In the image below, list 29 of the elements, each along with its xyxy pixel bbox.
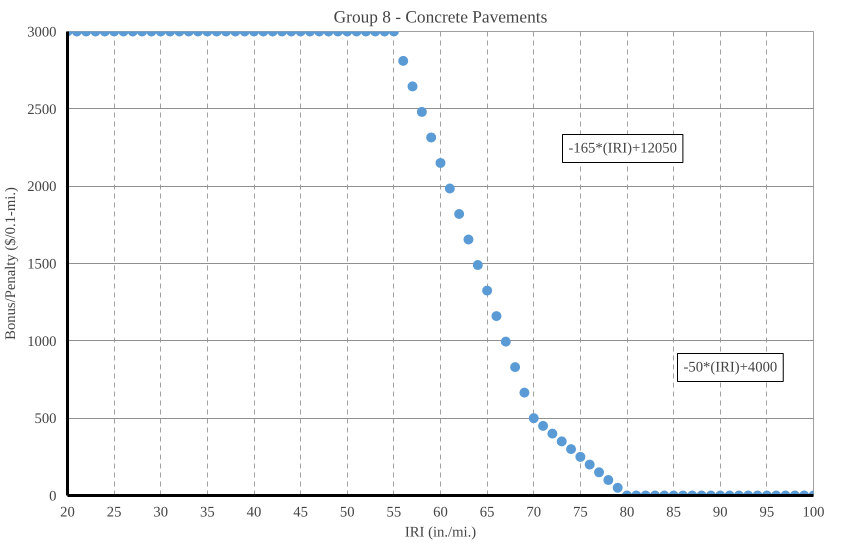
x-tick-label: 80 <box>620 504 634 520</box>
x-axis-title: IRI (in./mi.) <box>404 524 476 540</box>
y-tick-label: 2000 <box>27 179 56 196</box>
x-tick-label: 35 <box>200 504 215 520</box>
x-tick-label: 75 <box>573 504 588 520</box>
y-tick-label: 1000 <box>27 334 56 350</box>
y-axis-title: Bonus/Penalty ($/0.1-mi.) <box>3 187 20 340</box>
x-tick-label: 55 <box>386 504 402 520</box>
y-tick-label: 0 <box>49 488 56 504</box>
x-tick-label: 45 <box>293 504 308 520</box>
annotation: -165*(IRI)+12050 <box>568 140 677 156</box>
x-tick-label: 85 <box>666 504 681 520</box>
x-tick-label: 50 <box>340 504 355 520</box>
x-tick-label: 100 <box>802 504 824 520</box>
chart-title: Group 8 - Concrete Pavements <box>334 8 548 26</box>
x-tick-label: 95 <box>760 504 774 520</box>
x-tick-label: 60 <box>433 504 448 520</box>
y-tick-label: 3000 <box>27 24 56 40</box>
x-tick-label: 65 <box>480 504 494 520</box>
x-tick-label: 20 <box>60 504 75 520</box>
y-tick-label: 2500 <box>27 102 56 118</box>
x-tick-label: 90 <box>712 504 728 520</box>
x-tick-label: 30 <box>153 504 168 520</box>
y-tick-label: 500 <box>34 411 56 428</box>
x-tick-label: 25 <box>106 504 122 520</box>
x-tick-label: 70 <box>526 504 542 520</box>
y-tick-label: 1500 <box>27 256 56 272</box>
annotation: -50*(IRI)+4000 <box>684 360 778 376</box>
x-tick-label: 40 <box>246 504 262 520</box>
